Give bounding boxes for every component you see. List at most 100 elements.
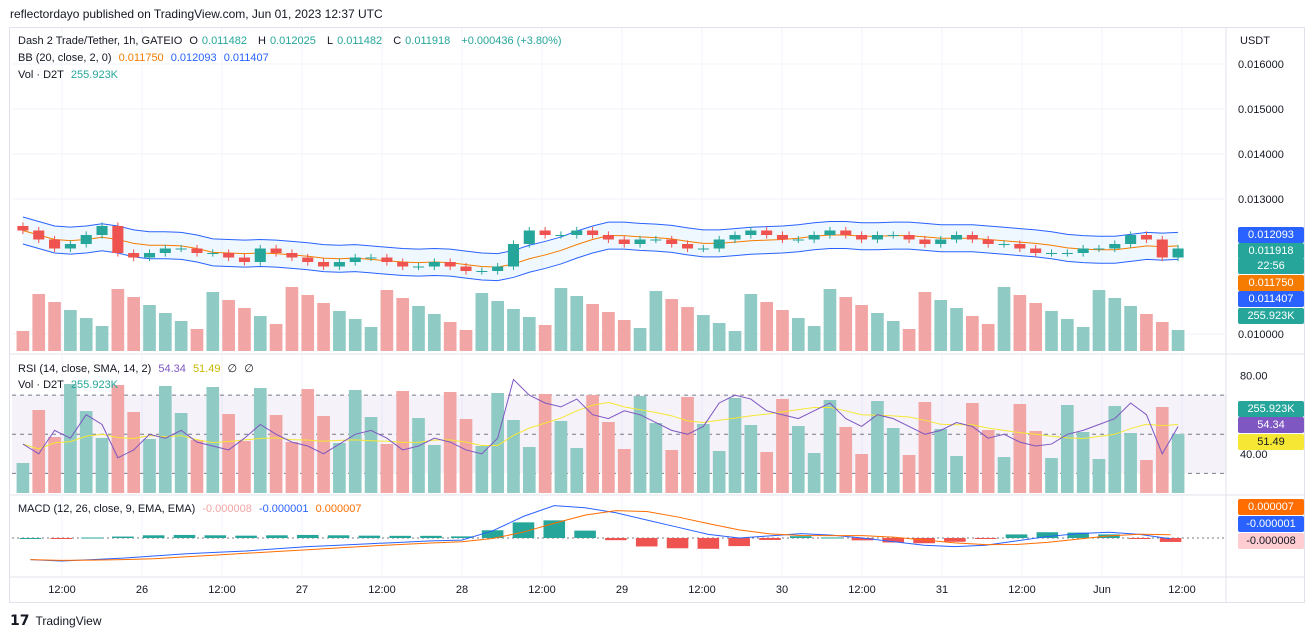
macd-histogram-bar bbox=[944, 538, 966, 542]
volume-bar bbox=[966, 316, 979, 351]
volume-bar bbox=[269, 324, 283, 351]
price-tick-label: 0.016000 bbox=[1238, 59, 1284, 71]
chart-frame[interactable] bbox=[9, 27, 1305, 603]
rsi-volume-bar bbox=[159, 386, 172, 493]
rsi-volume-bar bbox=[633, 396, 647, 493]
rsi-volume-bar bbox=[712, 451, 726, 493]
volume-bar bbox=[507, 309, 520, 351]
rsi-vol-legend: Vol · D2T 255.923K bbox=[18, 379, 122, 391]
rsi-volume-bar bbox=[855, 454, 868, 493]
bb-upper: 0.012093 bbox=[170, 52, 217, 64]
ohlc-close: C 0.011918 bbox=[393, 35, 451, 47]
rsi-volume-bar bbox=[1140, 460, 1153, 493]
candle-body bbox=[207, 253, 219, 254]
rsi-badge: 255.923K bbox=[1238, 401, 1304, 417]
macd-histogram-bar bbox=[1005, 534, 1028, 538]
candle-body bbox=[1077, 248, 1089, 253]
rsi-volume-bar bbox=[966, 403, 979, 493]
rsi-volume-bar bbox=[602, 422, 615, 493]
macd-histogram-bar bbox=[882, 538, 905, 543]
rsi-vol-label: Vol · D2T bbox=[18, 379, 64, 391]
volume-bar bbox=[64, 310, 77, 351]
volume-bar bbox=[491, 301, 504, 351]
rsi-volume-bar bbox=[839, 427, 853, 493]
candle-body bbox=[492, 266, 504, 271]
rsi-volume-bar bbox=[32, 410, 46, 493]
volume-bar bbox=[665, 299, 679, 351]
time-tick-label: 26 bbox=[136, 584, 148, 596]
macd-histogram-bar bbox=[1036, 532, 1059, 538]
rsi-volume-bar bbox=[269, 415, 283, 493]
candle-body bbox=[270, 248, 282, 253]
rsi-volume-bar bbox=[491, 393, 504, 493]
bb-lower-line bbox=[22, 243, 1179, 282]
volume-bar bbox=[95, 326, 109, 351]
volume-bar bbox=[32, 294, 46, 351]
candle-body bbox=[634, 239, 646, 244]
tradingview-logo-icon: 𝟭𝟳 bbox=[10, 612, 30, 628]
candle-body bbox=[223, 253, 235, 258]
rsi-volume-bar bbox=[522, 447, 536, 493]
rsi-line bbox=[22, 378, 1179, 459]
candle-body bbox=[49, 239, 61, 249]
volume-bar bbox=[206, 292, 220, 351]
volume-bar bbox=[649, 291, 663, 351]
rsi-volume-bar bbox=[1092, 459, 1106, 493]
candle-body bbox=[254, 248, 266, 262]
volume-bar bbox=[1140, 314, 1153, 351]
price-tick-label: 0.015000 bbox=[1238, 104, 1284, 116]
volume-bar bbox=[253, 316, 267, 351]
rsi-volume-bar bbox=[507, 420, 520, 493]
candle-body bbox=[776, 235, 789, 240]
candle-body bbox=[507, 244, 520, 267]
time-tick-label: 29 bbox=[616, 584, 628, 596]
candle-body bbox=[966, 235, 978, 240]
macd-histogram-bar bbox=[605, 538, 627, 541]
macd-label: MACD (12, 26, close, 9, EMA, EMA) bbox=[18, 503, 196, 515]
volume-bar bbox=[586, 304, 599, 351]
rsi-legend: RSI (14, close, SMA, 14, 2) 54.34 51.49 … bbox=[18, 362, 258, 375]
rsi-volume-bar bbox=[79, 411, 93, 493]
macd-histogram-bar bbox=[851, 538, 874, 541]
candle-body bbox=[824, 230, 836, 235]
rsi-volume-bar bbox=[127, 412, 141, 493]
volume-bar bbox=[554, 288, 568, 351]
rsi-badge: 51.49 bbox=[1238, 434, 1304, 450]
rsi-volume-bar bbox=[428, 445, 441, 493]
volume-bar bbox=[950, 308, 963, 351]
macd-histogram-bar bbox=[235, 535, 257, 538]
time-tick-label: 12:00 bbox=[688, 584, 716, 596]
rsi-volume-bar bbox=[981, 430, 995, 493]
macd-histogram-bar bbox=[389, 535, 411, 538]
volume-bar bbox=[744, 294, 758, 351]
volume-bar bbox=[1076, 327, 1090, 351]
bb-legend: BB (20, close, 2, 0) 0.011750 0.012093 0… bbox=[18, 52, 273, 64]
volume-bar bbox=[79, 318, 93, 351]
rsi-volume-bar bbox=[760, 452, 773, 493]
candle-body bbox=[302, 257, 314, 262]
price-badge: 0.012093 bbox=[1238, 227, 1304, 243]
volume-bar bbox=[1029, 303, 1042, 351]
volume-bar bbox=[1171, 330, 1185, 351]
rsi-volume-bar bbox=[174, 413, 188, 493]
rsi-volume-bar bbox=[697, 424, 710, 493]
rsi-volume-bar bbox=[16, 463, 30, 493]
volume-bar bbox=[143, 305, 156, 351]
candle-body bbox=[444, 262, 456, 267]
rsi-volume-bar bbox=[617, 449, 631, 493]
volume-bar bbox=[1060, 319, 1074, 351]
candle-body bbox=[571, 230, 583, 235]
candle-body bbox=[365, 257, 377, 259]
candle-body bbox=[587, 230, 599, 235]
candle-body bbox=[1093, 248, 1105, 250]
macd-histogram-bar bbox=[112, 536, 134, 538]
macd-histogram-bar bbox=[173, 534, 196, 538]
rsi-volume-bar bbox=[285, 442, 299, 493]
macd-histogram-bar bbox=[1067, 532, 1089, 538]
macd-badge: -0.000008 bbox=[1238, 533, 1304, 549]
candle-body bbox=[555, 235, 567, 236]
volume-bar bbox=[538, 325, 552, 351]
rsi-volume-bar bbox=[1155, 407, 1169, 493]
candle-body bbox=[1109, 244, 1121, 249]
